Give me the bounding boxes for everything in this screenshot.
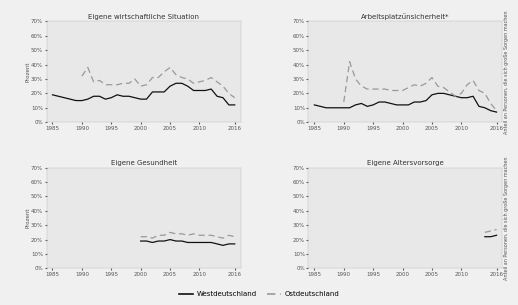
Y-axis label: Prozent: Prozent: [26, 208, 31, 228]
Legend: Westdeutschland, Ostdeutschland: Westdeutschland, Ostdeutschland: [176, 289, 342, 300]
Title: Eigene Altersvorsorge: Eigene Altersvorsorge: [367, 160, 444, 166]
Y-axis label: Prozent: Prozent: [26, 62, 31, 82]
Title: Arbeitsplatzünsicherheit*: Arbeitsplatzünsicherheit*: [361, 13, 450, 20]
Title: Eigene Gesundheit: Eigene Gesundheit: [110, 160, 177, 166]
Y-axis label: Anteil an Personen, die sich große Sorgen machen: Anteil an Personen, die sich große Sorge…: [504, 156, 509, 280]
Title: Eigene wirtschaftliche Situation: Eigene wirtschaftliche Situation: [88, 13, 199, 20]
Y-axis label: Anteil an Personen, die sich große Sorgen machen: Anteil an Personen, die sich große Sorge…: [504, 10, 509, 134]
